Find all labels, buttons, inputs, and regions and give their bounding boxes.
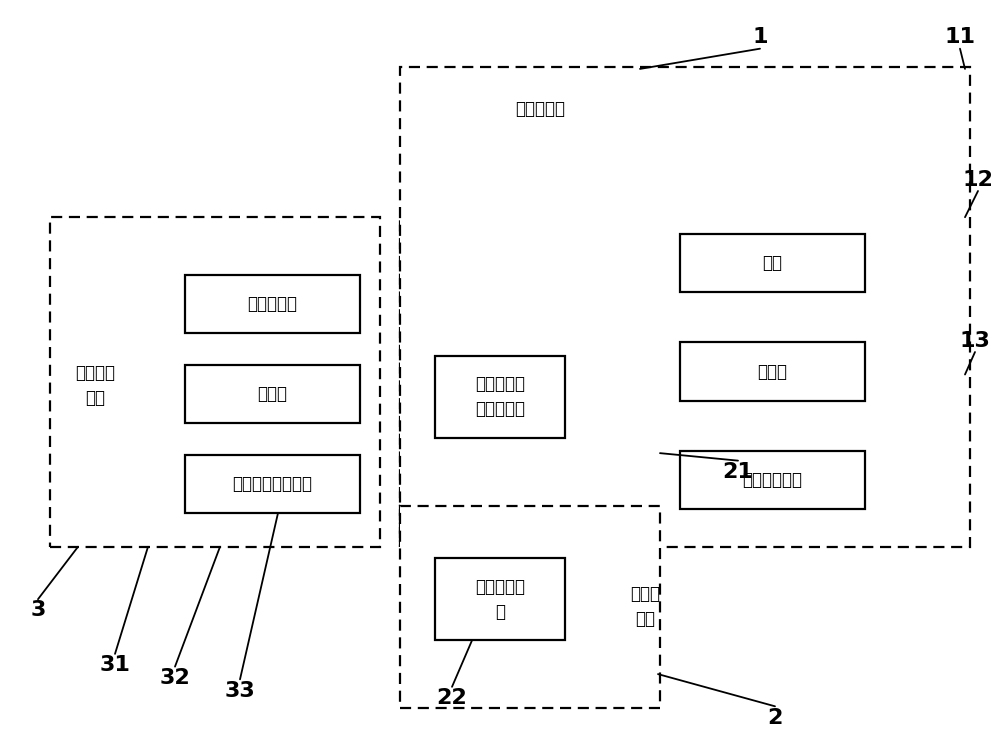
Bar (435, 558, 565, 640)
Text: 带有传感器
件的内窥镜: 带有传感器 件的内窥镜 (475, 375, 525, 419)
Text: 21: 21 (723, 462, 753, 482)
Text: 32: 32 (160, 668, 190, 688)
Bar (185, 365, 360, 423)
Bar (50, 217, 380, 547)
Text: 11: 11 (944, 28, 976, 47)
Text: 磁场发生器: 磁场发生器 (247, 295, 297, 313)
Bar (185, 275, 360, 333)
Bar (680, 451, 865, 509)
Text: 机械臂: 机械臂 (758, 363, 788, 380)
Bar (400, 506, 660, 708)
Bar (400, 67, 970, 547)
Text: 电磁导航
系统: 电磁导航 系统 (75, 364, 115, 407)
Bar (435, 356, 565, 438)
Text: 机器人本体: 机器人本体 (515, 100, 565, 118)
Text: 内窥镜
系统: 内窥镜 系统 (630, 585, 660, 628)
Bar (400, 217, 660, 547)
Text: 3: 3 (30, 601, 46, 620)
Text: 12: 12 (963, 170, 993, 189)
Text: 13: 13 (960, 331, 990, 351)
Text: 台车: 台车 (763, 254, 783, 272)
Text: 1: 1 (752, 28, 768, 47)
Bar (680, 234, 865, 292)
Text: 末端执行工具: 末端执行工具 (743, 471, 803, 489)
Text: 33: 33 (225, 681, 255, 700)
Bar (680, 342, 865, 401)
Text: 22: 22 (437, 688, 467, 708)
Text: 31: 31 (100, 655, 130, 675)
Text: 虚拟支气管树系统: 虚拟支气管树系统 (232, 475, 312, 493)
Text: 2: 2 (767, 708, 783, 727)
Bar (185, 455, 360, 513)
Text: 图像显示系
统: 图像显示系 统 (475, 577, 525, 621)
Text: 控制器: 控制器 (257, 385, 287, 403)
